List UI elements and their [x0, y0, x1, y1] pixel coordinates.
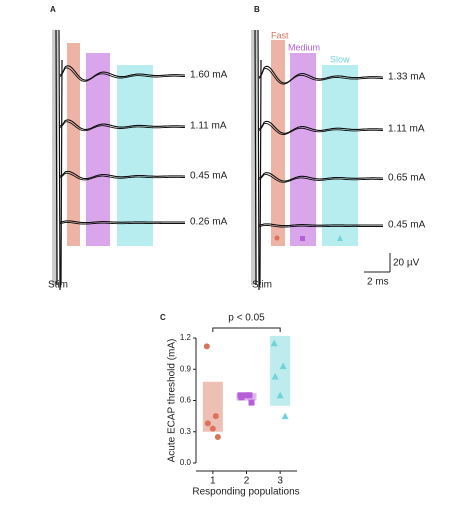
stim-artifact — [254, 29, 262, 291]
scale-label: 2 ms — [367, 277, 389, 288]
point — [271, 373, 279, 380]
point — [270, 339, 278, 347]
y-tick-label: 0.0 — [180, 458, 192, 467]
stim-label: Stim — [48, 280, 68, 291]
trace-label: 1.11 mA — [388, 124, 425, 135]
slow-band — [117, 65, 153, 246]
point — [209, 425, 216, 432]
trace-label: 1.11 mA — [190, 121, 227, 132]
panel-label: C — [160, 313, 166, 322]
trace — [59, 170, 185, 180]
panel-label: A — [50, 5, 56, 14]
point — [203, 343, 210, 350]
band-label: Medium — [288, 42, 320, 52]
traces: 1.60 mA 1.11 mA 0.45 mA 0.26 mA 1.33 mA 1.11 … — [55, 29, 426, 291]
slow-marker — [337, 235, 343, 241]
trace — [258, 224, 383, 228]
range-box — [270, 335, 291, 406]
trace-label: 0.26 mA — [190, 217, 228, 228]
trace — [59, 119, 185, 130]
stim-label: Stim — [252, 280, 272, 291]
panel-b: B Fast Medium Slow 20 µV 2 ms Stim — [251, 5, 420, 291]
trace — [258, 68, 383, 85]
significance-bracket — [212, 327, 281, 332]
x-axis-label: Responding populations — [192, 487, 299, 498]
trace — [258, 120, 383, 134]
panel-label: B — [254, 5, 260, 14]
y-tick-label: 0.6 — [180, 396, 192, 405]
point — [279, 362, 287, 370]
point — [212, 413, 219, 420]
trace-label: 1.60 mA — [190, 70, 228, 81]
trace — [59, 220, 185, 224]
point — [204, 420, 211, 427]
trace — [258, 65, 383, 84]
point — [214, 433, 221, 440]
stim-artifact — [55, 29, 63, 291]
panel-a: A Stim — [48, 5, 153, 291]
point — [281, 412, 289, 420]
fast-band — [67, 43, 80, 246]
medium-band — [86, 53, 110, 246]
point — [243, 392, 250, 399]
fast-band — [271, 40, 285, 246]
annotation: p < 0.05 — [228, 313, 265, 324]
slow-band — [322, 65, 358, 246]
trace-label: 0.45 mA — [388, 220, 426, 231]
y-tick-label: 1.2 — [180, 333, 192, 342]
trace — [258, 174, 383, 183]
band-label: Fast — [271, 30, 289, 40]
point — [238, 394, 245, 401]
trace-label: 1.33 mA — [388, 72, 426, 83]
scale-label: 20 µV — [393, 258, 420, 269]
point — [248, 399, 255, 406]
trace — [258, 122, 383, 135]
trace — [59, 221, 185, 225]
x-tick-label: 1 — [210, 476, 216, 487]
y-axis-label: Acute ECAP threshold (mA) — [167, 339, 178, 463]
trace — [59, 67, 185, 82]
trace — [59, 121, 185, 132]
x-tick-label: 2 — [244, 476, 250, 487]
y-tick-label: 0.9 — [180, 364, 192, 373]
point — [276, 391, 284, 399]
stim-bar — [251, 30, 257, 285]
trace — [59, 172, 185, 181]
trace — [258, 172, 383, 182]
trace — [258, 223, 383, 227]
trace-label: 0.65 mA — [388, 173, 426, 184]
trace-label: 0.45 mA — [190, 171, 228, 182]
x-tick-label: 3 — [277, 476, 283, 487]
trace — [59, 65, 185, 81]
medium-band — [290, 53, 316, 246]
range-box — [202, 381, 223, 432]
medium-marker — [300, 236, 305, 241]
stim-bar — [52, 30, 58, 285]
fast-marker — [274, 235, 280, 241]
band-label: Slow — [330, 54, 350, 64]
y-tick-label: 0.3 — [180, 427, 192, 436]
